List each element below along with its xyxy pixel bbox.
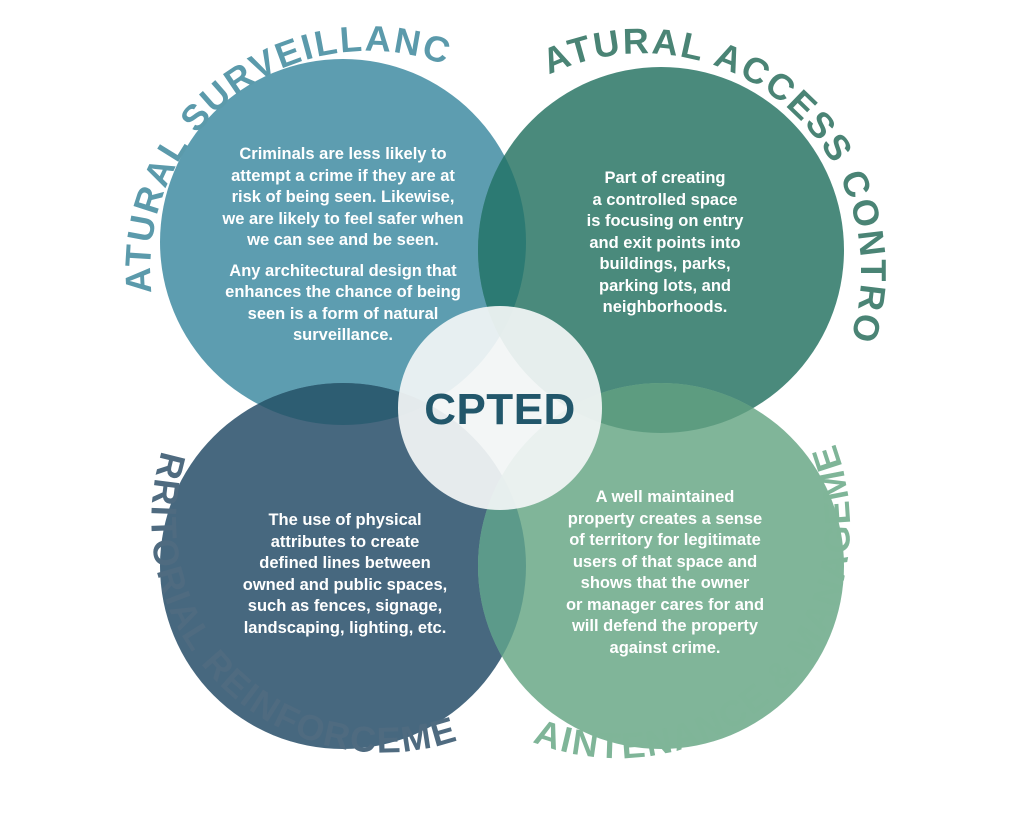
text-line: we are likely to feel safer when [222,209,464,228]
text-line: such as fences, signage, [247,597,443,615]
text-line: A well maintained [595,488,735,506]
text-line: landscaping, lighting, etc. [243,618,447,637]
text-line: neighborhoods. [602,298,728,316]
text-line: and exit points into [589,233,741,252]
text-line: attributes to create [270,532,420,551]
text-line: is focusing on entry [586,212,744,230]
text-line: of territory for legitimate [569,531,761,549]
text-line: against crime. [609,638,721,657]
text-line: Criminals are less likely to [239,145,447,163]
text-line: defined lines between [259,554,431,572]
center-label: CPTED [424,385,576,434]
text-line: owned and public spaces, [242,575,448,594]
text-line: users of that space and [572,552,758,571]
territorial-description: The use of physical attributes to create… [205,510,485,639]
text-line: a controlled space [592,190,738,209]
text-line: will defend the property [571,617,759,635]
text-line: or manager cares for and [565,595,765,614]
text-line: seen is a form of natural [247,304,439,323]
text-line: surveillance. [293,326,393,344]
text-line: Part of creating [604,169,726,187]
text-line: property creates a sense [567,509,763,528]
surveillance-paragraph-1: Criminals are less likely to attempt a c… [193,144,493,252]
surveillance-description: Criminals are less likely to attempt a c… [193,144,493,347]
text-line: shows that the owner [580,574,750,592]
maintenance-description: A well maintained property creates a sen… [530,487,800,659]
center-disc [398,306,602,510]
surveillance-paragraph-2: Any architectural design that enhances t… [193,261,493,347]
text-line: Any architectural design that [229,261,457,280]
text-line: we can see and be seen. [247,231,439,249]
text-line: The use of physical [268,511,422,529]
text-line: parking lots, and [598,276,732,295]
text-line: attempt a crime if they are at [231,166,455,185]
access-control-description: Part of creating a controlled space is f… [545,168,785,319]
text-line: enhances the chance of being [225,283,461,301]
text-line: buildings, parks, [599,255,731,273]
text-line: risk of being seen. Likewise, [231,188,455,206]
